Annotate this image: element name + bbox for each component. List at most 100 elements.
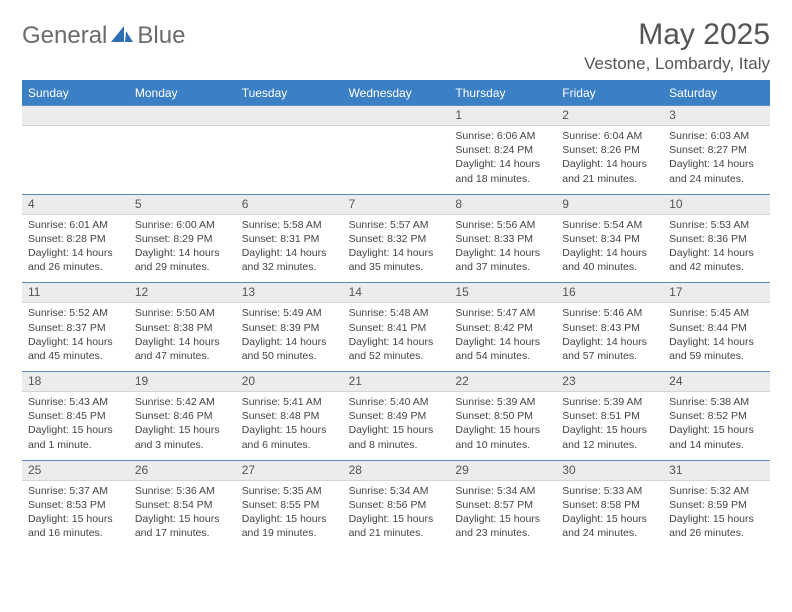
day-cell: Sunrise: 5:56 AMSunset: 8:33 PMDaylight:… (449, 215, 556, 283)
day-number: 21 (343, 372, 450, 391)
daynum-row: 11121314151617 (22, 282, 770, 303)
day-sunset: Sunset: 8:56 PM (349, 498, 444, 512)
day-sunrise: Sunrise: 5:58 AM (242, 218, 337, 232)
day-cell: Sunrise: 5:50 AMSunset: 8:38 PMDaylight:… (129, 303, 236, 371)
day-number: 3 (663, 106, 770, 125)
day-daylight1: Daylight: 14 hours (562, 335, 657, 349)
day-sunset: Sunset: 8:51 PM (562, 409, 657, 423)
day-sunset: Sunset: 8:58 PM (562, 498, 657, 512)
day-sunset: Sunset: 8:48 PM (242, 409, 337, 423)
day-sunrise: Sunrise: 5:39 AM (562, 395, 657, 409)
day-number: 29 (449, 461, 556, 480)
day-daylight1: Daylight: 14 hours (349, 246, 444, 260)
day-sunset: Sunset: 8:52 PM (669, 409, 764, 423)
page: General Blue May 2025 Vestone, Lombardy,… (0, 0, 792, 560)
day-number: 5 (129, 195, 236, 214)
day-daylight1: Daylight: 14 hours (135, 246, 230, 260)
dow-tuesday: Tuesday (236, 82, 343, 105)
day-cell: Sunrise: 5:39 AMSunset: 8:50 PMDaylight:… (449, 392, 556, 460)
day-cell: Sunrise: 6:00 AMSunset: 8:29 PMDaylight:… (129, 215, 236, 283)
day-number: 7 (343, 195, 450, 214)
day-sunset: Sunset: 8:29 PM (135, 232, 230, 246)
day-daylight2: and 24 minutes. (562, 526, 657, 540)
daynum-row: 25262728293031 (22, 460, 770, 481)
day-sunrise: Sunrise: 5:37 AM (28, 484, 123, 498)
daynum-row: 18192021222324 (22, 371, 770, 392)
day-sunrise: Sunrise: 5:40 AM (349, 395, 444, 409)
day-daylight2: and 6 minutes. (242, 438, 337, 452)
day-sunrise: Sunrise: 5:56 AM (455, 218, 550, 232)
day-daylight1: Daylight: 15 hours (669, 512, 764, 526)
day-number: 24 (663, 372, 770, 391)
day-cell: Sunrise: 6:04 AMSunset: 8:26 PMDaylight:… (556, 126, 663, 194)
day-cell: Sunrise: 5:37 AMSunset: 8:53 PMDaylight:… (22, 481, 129, 549)
day-daylight2: and 50 minutes. (242, 349, 337, 363)
day-sunrise: Sunrise: 5:32 AM (669, 484, 764, 498)
day-daylight2: and 17 minutes. (135, 526, 230, 540)
day-sunset: Sunset: 8:26 PM (562, 143, 657, 157)
day-number: 18 (22, 372, 129, 391)
day-cell: Sunrise: 5:52 AMSunset: 8:37 PMDaylight:… (22, 303, 129, 371)
day-number: 22 (449, 372, 556, 391)
day-sunset: Sunset: 8:50 PM (455, 409, 550, 423)
day-cell: Sunrise: 5:42 AMSunset: 8:46 PMDaylight:… (129, 392, 236, 460)
day-sunrise: Sunrise: 6:04 AM (562, 129, 657, 143)
title-block: May 2025 Vestone, Lombardy, Italy (584, 18, 770, 74)
day-daylight1: Daylight: 15 hours (28, 423, 123, 437)
day-cell: Sunrise: 5:43 AMSunset: 8:45 PMDaylight:… (22, 392, 129, 460)
dow-saturday: Saturday (663, 82, 770, 105)
dow-monday: Monday (129, 82, 236, 105)
day-daylight2: and 35 minutes. (349, 260, 444, 274)
day-daylight1: Daylight: 15 hours (135, 512, 230, 526)
weeks-container: 123Sunrise: 6:06 AMSunset: 8:24 PMDaylig… (22, 105, 770, 548)
day-sunset: Sunset: 8:39 PM (242, 321, 337, 335)
day-daylight2: and 8 minutes. (349, 438, 444, 452)
day-sunrise: Sunrise: 5:42 AM (135, 395, 230, 409)
day-daylight1: Daylight: 15 hours (349, 423, 444, 437)
day-cell: Sunrise: 5:32 AMSunset: 8:59 PMDaylight:… (663, 481, 770, 549)
day-sunrise: Sunrise: 6:03 AM (669, 129, 764, 143)
daynum-row: 45678910 (22, 194, 770, 215)
logo: General Blue (22, 18, 185, 50)
day-sunrise: Sunrise: 5:34 AM (349, 484, 444, 498)
day-daylight2: and 1 minute. (28, 438, 123, 452)
day-daylight1: Daylight: 15 hours (455, 423, 550, 437)
day-sunrise: Sunrise: 5:36 AM (135, 484, 230, 498)
day-sunrise: Sunrise: 5:46 AM (562, 306, 657, 320)
day-sunset: Sunset: 8:53 PM (28, 498, 123, 512)
day-number: 1 (449, 106, 556, 125)
day-sunrise: Sunrise: 5:57 AM (349, 218, 444, 232)
day-sunrise: Sunrise: 5:38 AM (669, 395, 764, 409)
day-number: 8 (449, 195, 556, 214)
day-cell: Sunrise: 5:45 AMSunset: 8:44 PMDaylight:… (663, 303, 770, 371)
day-sunset: Sunset: 8:34 PM (562, 232, 657, 246)
day-daylight2: and 18 minutes. (455, 172, 550, 186)
day-daylight1: Daylight: 15 hours (562, 423, 657, 437)
day-cell (22, 126, 129, 194)
day-number: 19 (129, 372, 236, 391)
day-cell: Sunrise: 5:35 AMSunset: 8:55 PMDaylight:… (236, 481, 343, 549)
day-daylight1: Daylight: 15 hours (562, 512, 657, 526)
day-number: 23 (556, 372, 663, 391)
day-cell: Sunrise: 5:33 AMSunset: 8:58 PMDaylight:… (556, 481, 663, 549)
day-daylight1: Daylight: 14 hours (669, 246, 764, 260)
day-sunset: Sunset: 8:41 PM (349, 321, 444, 335)
day-daylight2: and 54 minutes. (455, 349, 550, 363)
calendar: Sunday Monday Tuesday Wednesday Thursday… (22, 80, 770, 548)
day-daylight2: and 21 minutes. (349, 526, 444, 540)
day-daylight1: Daylight: 14 hours (562, 246, 657, 260)
day-daylight2: and 29 minutes. (135, 260, 230, 274)
day-number: 27 (236, 461, 343, 480)
day-daylight1: Daylight: 14 hours (28, 335, 123, 349)
day-number (236, 106, 343, 125)
day-cell: Sunrise: 5:49 AMSunset: 8:39 PMDaylight:… (236, 303, 343, 371)
day-cell: Sunrise: 5:46 AMSunset: 8:43 PMDaylight:… (556, 303, 663, 371)
day-number: 13 (236, 283, 343, 302)
day-sunset: Sunset: 8:46 PM (135, 409, 230, 423)
month-title: May 2025 (584, 18, 770, 52)
day-daylight2: and 10 minutes. (455, 438, 550, 452)
day-daylight1: Daylight: 15 hours (669, 423, 764, 437)
day-number: 9 (556, 195, 663, 214)
day-daylight2: and 42 minutes. (669, 260, 764, 274)
day-number: 2 (556, 106, 663, 125)
